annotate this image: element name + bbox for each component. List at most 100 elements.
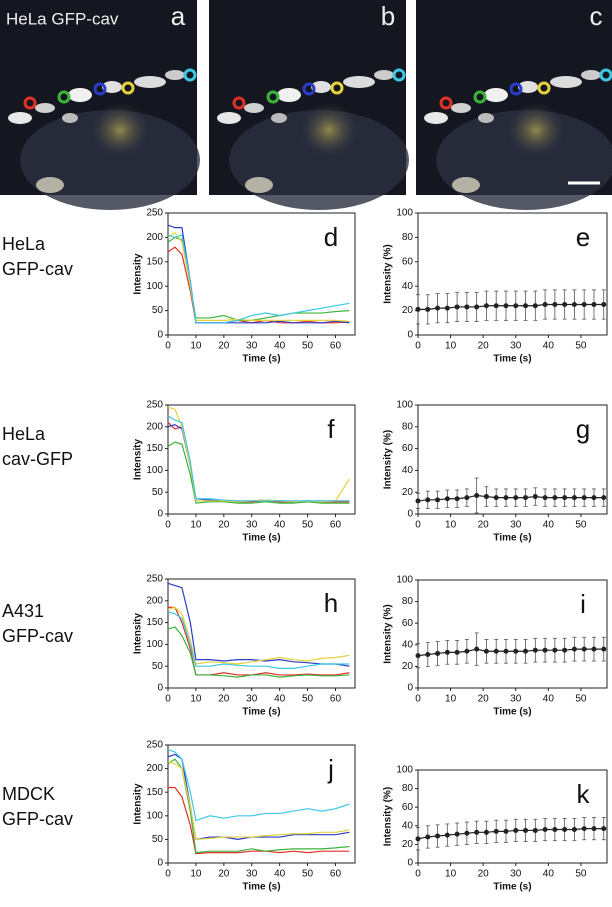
data-point <box>552 495 558 501</box>
series-line <box>167 246 350 324</box>
y-tick-label: 150 <box>146 617 163 628</box>
x-tick-label: 30 <box>246 694 258 705</box>
x-tick-label: 30 <box>510 520 522 531</box>
x-tick-label: 0 <box>165 341 171 352</box>
data-point <box>581 646 587 652</box>
series-line <box>168 786 350 855</box>
data-point <box>601 646 607 652</box>
data-point <box>562 495 568 501</box>
y-tick-label: 100 <box>146 281 163 292</box>
data-point <box>562 647 568 653</box>
y-tick-label: 0 <box>407 330 413 341</box>
x-tick-label: 0 <box>165 520 171 531</box>
plot-frame <box>417 769 608 864</box>
x-axis-label: Time (s) <box>493 533 531 544</box>
y-tick-label: 0 <box>407 509 413 520</box>
data-point <box>483 829 489 835</box>
data-point <box>523 648 529 654</box>
y-tick-label: 0 <box>407 683 413 694</box>
x-axis-label: Time (s) <box>242 354 280 365</box>
series-line <box>167 422 350 503</box>
x-tick-label: 10 <box>190 869 202 880</box>
x-tick-label: 10 <box>190 694 202 705</box>
series-line <box>167 626 350 678</box>
data-point <box>601 302 607 307</box>
y-tick-label: 20 <box>402 661 414 672</box>
x-tick-label: 10 <box>190 520 202 531</box>
data-point <box>493 303 499 309</box>
data-point <box>571 302 577 307</box>
x-tick-label: 10 <box>445 694 457 705</box>
panel-letter: c <box>590 1 603 31</box>
panel-letter: i <box>580 589 586 619</box>
series-line <box>167 760 350 841</box>
x-tick-label: 50 <box>575 520 587 531</box>
data-point <box>542 827 548 833</box>
x-axis-label: Time (s) <box>493 882 531 893</box>
panel-letter: h <box>324 588 338 618</box>
data-point <box>591 302 597 307</box>
x-tick-label: 20 <box>218 341 230 352</box>
data-point <box>444 305 450 311</box>
x-tick-label: 20 <box>478 869 490 880</box>
data-point <box>415 653 421 659</box>
x-axis-label: Time (s) <box>493 354 531 365</box>
panel-letter: k <box>577 779 591 809</box>
data-point <box>562 827 568 833</box>
x-tick-label: 40 <box>274 520 286 531</box>
data-point <box>474 646 480 652</box>
y-tick-label: 0 <box>157 858 163 869</box>
y-axis-label: Intensity (%) <box>383 787 394 846</box>
data-point <box>552 647 558 653</box>
data-point <box>571 646 577 652</box>
x-axis-label: Time (s) <box>242 707 280 718</box>
y-tick-label: 40 <box>402 820 414 831</box>
row-label: HeLa <box>2 424 46 444</box>
y-tick-label: 200 <box>146 232 163 243</box>
series-line <box>167 582 350 667</box>
y-axis-label: Intensity (%) <box>383 430 394 489</box>
data-point <box>542 495 548 501</box>
series-line <box>168 606 350 676</box>
series-line <box>167 423 350 502</box>
series-line <box>167 611 350 669</box>
y-tick-label: 50 <box>152 487 164 498</box>
y-tick-label: 250 <box>146 208 163 219</box>
data-point <box>464 830 470 836</box>
data-point <box>503 828 509 834</box>
y-tick-label: 250 <box>146 740 163 751</box>
x-tick-label: 20 <box>218 520 230 531</box>
plot-frame <box>417 579 608 689</box>
y-tick-label: 20 <box>402 839 414 850</box>
plot-frame <box>167 404 356 515</box>
data-point <box>435 497 441 503</box>
x-tick-label: 0 <box>415 341 421 352</box>
y-tick-label: 50 <box>152 661 164 672</box>
x-tick-label: 20 <box>218 869 230 880</box>
series-line <box>167 606 350 665</box>
y-tick-label: 100 <box>396 400 413 411</box>
data-point <box>601 826 607 832</box>
x-tick-label: 20 <box>218 694 230 705</box>
x-tick-label: 10 <box>445 869 457 880</box>
data-point <box>415 836 421 842</box>
x-tick-label: 50 <box>302 341 314 352</box>
data-point <box>415 306 421 312</box>
data-point <box>435 305 441 311</box>
x-tick-label: 60 <box>330 694 342 705</box>
data-point <box>425 834 431 840</box>
y-tick-label: 50 <box>152 834 164 845</box>
data-point <box>532 647 538 653</box>
series-line <box>167 753 350 841</box>
row-label: A431 <box>2 601 44 621</box>
data-point <box>493 828 499 834</box>
data-point <box>483 648 489 654</box>
series-line <box>167 406 350 503</box>
series-line <box>167 234 350 324</box>
x-tick-label: 0 <box>415 869 421 880</box>
y-tick-label: 100 <box>396 575 413 586</box>
y-tick-label: 60 <box>402 802 414 813</box>
x-tick-label: 0 <box>415 694 421 705</box>
x-tick-label: 60 <box>330 869 342 880</box>
data-point <box>523 303 529 309</box>
